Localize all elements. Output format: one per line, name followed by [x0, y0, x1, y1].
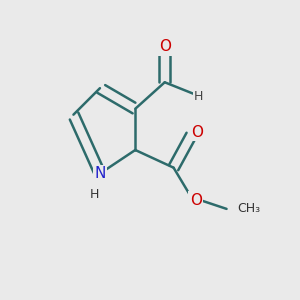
Text: O: O [191, 125, 203, 140]
Text: O: O [190, 193, 202, 208]
Text: N: N [94, 166, 106, 181]
Text: H: H [194, 91, 203, 103]
Text: O: O [159, 39, 171, 54]
Text: CH₃: CH₃ [237, 202, 260, 215]
Text: H: H [89, 188, 99, 201]
